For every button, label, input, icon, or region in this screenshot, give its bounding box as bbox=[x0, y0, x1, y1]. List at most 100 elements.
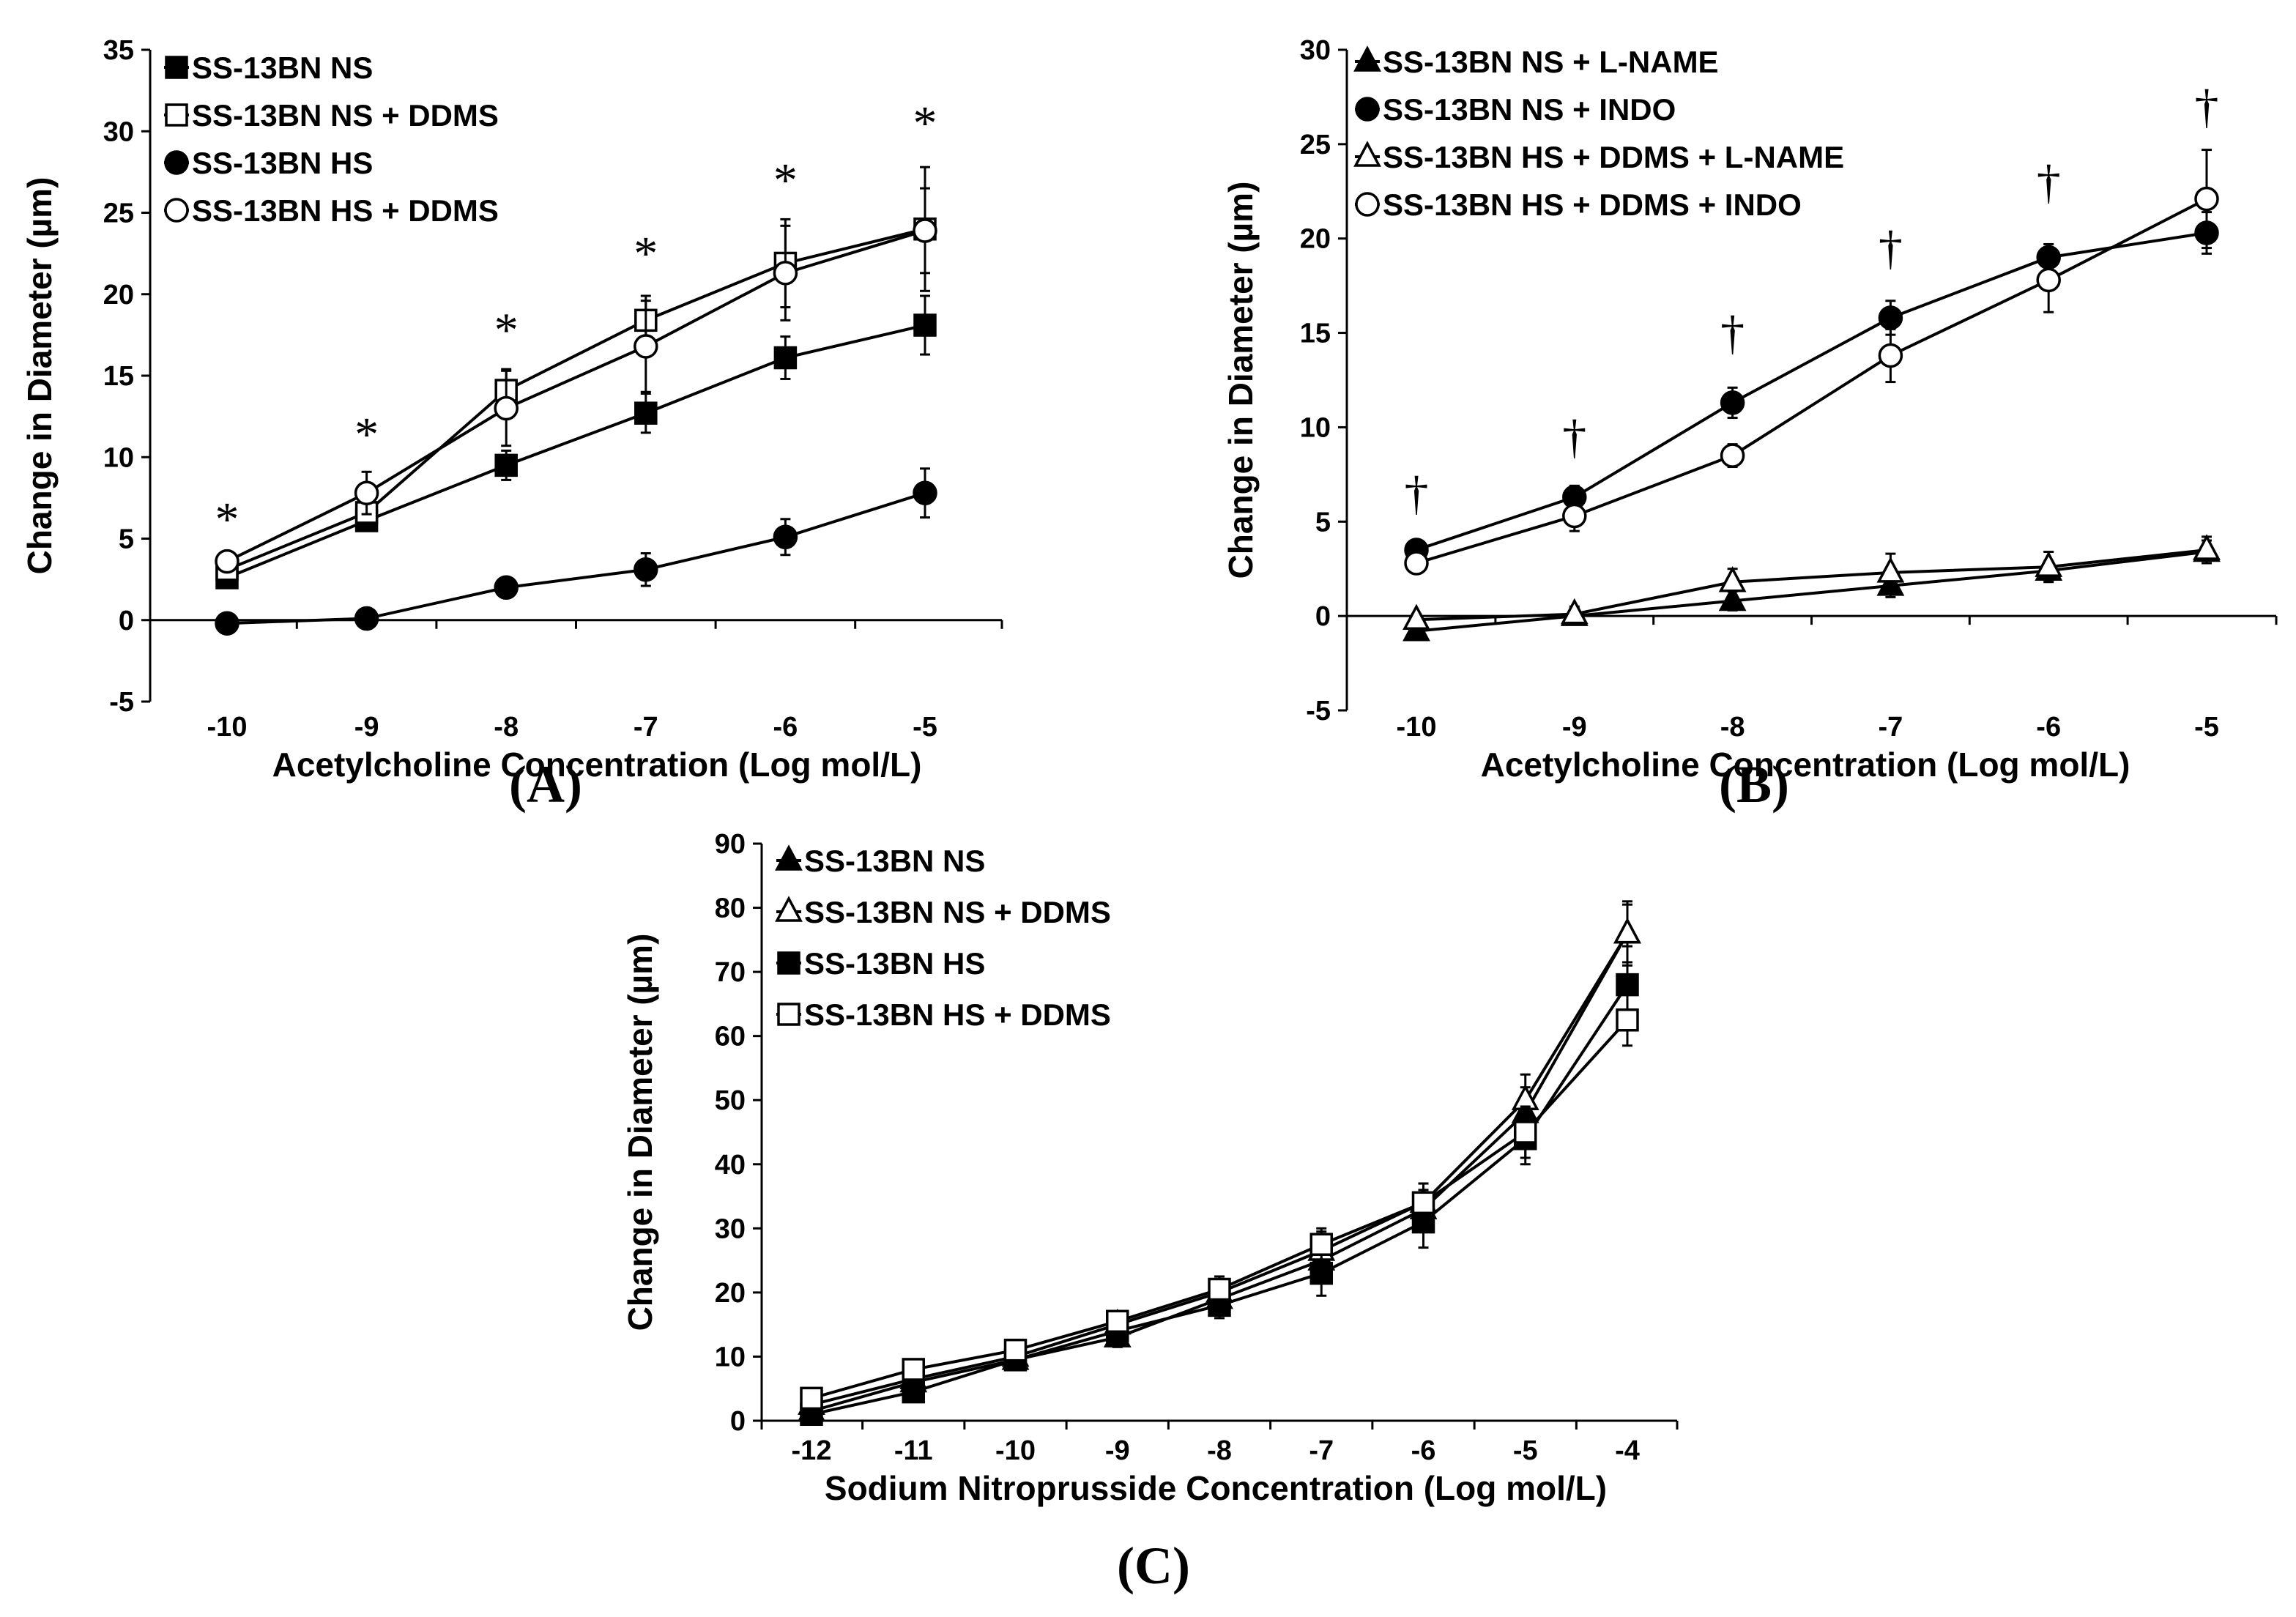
data-point bbox=[913, 480, 937, 505]
y-tick-label: 5 bbox=[1315, 507, 1331, 538]
y-tick-label: 20 bbox=[715, 1278, 746, 1309]
data-point bbox=[2036, 267, 2061, 293]
data-point bbox=[2193, 534, 2221, 560]
data-point bbox=[913, 218, 937, 243]
x-tick-label: -12 bbox=[792, 1435, 832, 1466]
legend-marker bbox=[1353, 45, 1381, 72]
data-point bbox=[1404, 551, 1429, 576]
legend-marker bbox=[164, 150, 189, 175]
legend-entry: SS-13BN NS + DDMS bbox=[804, 895, 1111, 929]
x-tick-label: -5 bbox=[1513, 1435, 1538, 1466]
series-line bbox=[1416, 548, 2207, 622]
legend-entry: SS-13BN NS + INDO bbox=[1383, 92, 1676, 127]
x-tick-label: -6 bbox=[1411, 1435, 1436, 1466]
significance-marker: * bbox=[773, 154, 798, 207]
significance-marker: † bbox=[1879, 222, 1903, 275]
significance-marker: † bbox=[2037, 155, 2061, 209]
panel-b-chart: -5 0 5 10 15 20 25 30 -10 -9 -8 -7 -6 -5 Acetylcholine… bbox=[1222, 35, 2278, 814]
series-line bbox=[811, 984, 1629, 1416]
legend-entry: SS-13BN HS + DDMS bbox=[192, 193, 499, 228]
data-point bbox=[354, 480, 379, 505]
y-tick-label: 30 bbox=[103, 116, 134, 147]
data-point bbox=[800, 1386, 823, 1410]
panel-label-open-paren: ( bbox=[1719, 755, 1736, 814]
y-axis-title: Change in Diameter (µm) bbox=[621, 934, 659, 1331]
significance-marker: * bbox=[634, 227, 658, 280]
x-axis-title: Sodium Nitroprusside Concentration (Log … bbox=[825, 1469, 1607, 1507]
y-tick-label: 70 bbox=[715, 957, 746, 988]
data-point bbox=[1718, 584, 1747, 612]
series-line bbox=[811, 1019, 1629, 1400]
series-2 bbox=[1404, 211, 2219, 562]
y-tick-label: 5 bbox=[119, 524, 134, 555]
legend: SS-13BN NS SS-13BN NS + DDMS SS-13BN HS SS-… bbox=[775, 844, 1111, 1032]
panel-label: (C) bbox=[1117, 1536, 1190, 1595]
x-tick-label: -7 bbox=[1309, 1435, 1334, 1466]
significance-marker: * bbox=[913, 97, 937, 150]
legend-marker bbox=[775, 844, 803, 871]
data-point bbox=[1878, 343, 1903, 368]
y-axis-title: Change in Diameter (µm) bbox=[1222, 182, 1260, 579]
panel-label-letter: C bbox=[1134, 1536, 1173, 1595]
data-point bbox=[1878, 305, 1903, 330]
data-point bbox=[215, 549, 239, 574]
x-tick-label: -11 bbox=[894, 1435, 933, 1466]
panel-label-letter: B bbox=[1736, 755, 1772, 814]
significance-marker: † bbox=[1720, 307, 1745, 360]
series-4 bbox=[215, 187, 937, 574]
x-tick-label: -10 bbox=[207, 712, 248, 743]
data-point bbox=[1106, 1309, 1129, 1334]
data-point bbox=[2194, 186, 2219, 212]
legend-entry: SS-13BN HS + DDMS bbox=[804, 997, 1111, 1032]
y-tick-label: 0 bbox=[1315, 601, 1331, 632]
data-point bbox=[773, 524, 798, 550]
x-tick-label: -9 bbox=[354, 712, 379, 743]
panel-label: (B) bbox=[1719, 755, 1789, 814]
series-line bbox=[1416, 231, 2207, 551]
data-point bbox=[1720, 443, 1745, 468]
series-3 bbox=[1403, 534, 2221, 631]
x-tick-label: -10 bbox=[995, 1435, 1036, 1466]
significance-marker: † bbox=[1405, 467, 1429, 521]
data-point bbox=[773, 346, 798, 370]
y-tick-label: 10 bbox=[103, 442, 134, 473]
legend: SS-13BN NS SS-13BN NS + DDMS SS-13BN HS SS-… bbox=[164, 51, 499, 228]
y-tick-label: -5 bbox=[109, 687, 134, 718]
data-point bbox=[1309, 1261, 1333, 1285]
legend-entry: SS-13BN NS + L-NAME bbox=[1383, 45, 1719, 79]
data-point bbox=[634, 334, 658, 359]
y-tick-label: 20 bbox=[1300, 224, 1331, 255]
y-tick-label: 80 bbox=[715, 893, 746, 924]
significance-marker: * bbox=[494, 304, 519, 357]
series-line bbox=[226, 227, 926, 571]
x-tick-label: -7 bbox=[634, 712, 658, 743]
legend-marker bbox=[777, 951, 800, 975]
series-1 bbox=[215, 294, 937, 590]
significance-marker: † bbox=[2195, 80, 2219, 133]
data-point bbox=[1411, 1191, 1435, 1215]
legend-marker bbox=[1353, 141, 1381, 167]
y-tick-label: 25 bbox=[103, 198, 134, 229]
y-tick-label: 90 bbox=[715, 829, 746, 860]
panel-label-open-paren: ( bbox=[1117, 1536, 1134, 1595]
legend-marker bbox=[1355, 97, 1380, 122]
legend-entry: SS-13BN NS bbox=[804, 844, 985, 878]
data-point bbox=[1560, 598, 1589, 625]
x-axis-title: Acetylcholine Concentration (Log mol/L) bbox=[272, 746, 922, 784]
x-tick-label: -7 bbox=[1879, 712, 1903, 743]
panel-label-close-paren: ) bbox=[1173, 1536, 1190, 1595]
y-tick-label: 25 bbox=[1300, 130, 1331, 160]
data-point bbox=[634, 401, 658, 425]
series-1 bbox=[798, 903, 1641, 1421]
x-tick-label: -9 bbox=[1562, 712, 1587, 743]
series-3 bbox=[215, 467, 937, 636]
y-tick-label: 0 bbox=[730, 1406, 746, 1437]
series-line bbox=[226, 491, 926, 625]
legend-entry: SS-13BN HS + DDMS + L-NAME bbox=[1383, 140, 1844, 174]
legend-entry: SS-13BN HS bbox=[192, 146, 373, 180]
panel-label-open-paren: ( bbox=[509, 755, 527, 814]
x-tick-label: -8 bbox=[1207, 1435, 1232, 1466]
legend-marker bbox=[165, 103, 188, 127]
panel-label-letter: A bbox=[527, 755, 565, 814]
